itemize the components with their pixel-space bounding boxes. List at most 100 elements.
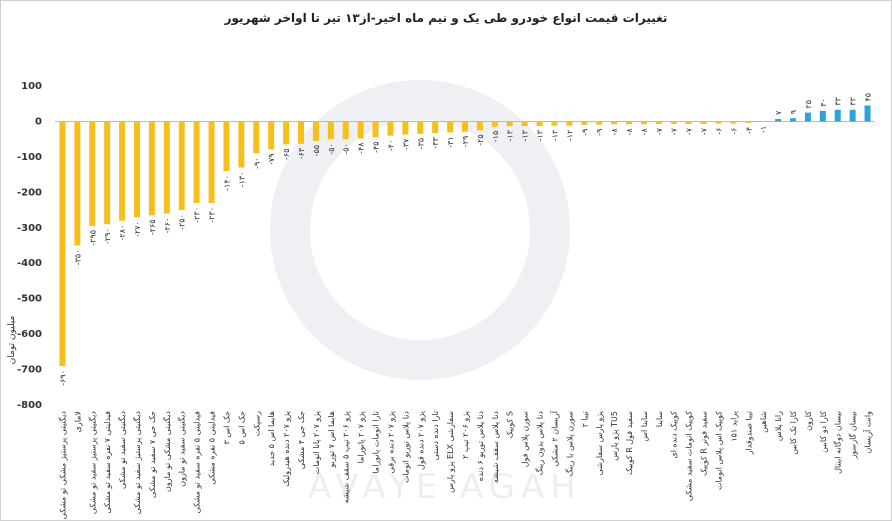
value-label: -۲۵۰ xyxy=(178,214,187,230)
value-label: -۴۰ xyxy=(386,140,395,151)
value-label: -۲۸۰ xyxy=(118,225,127,241)
y-tick-label: 0 xyxy=(35,116,42,127)
bar xyxy=(223,121,230,172)
bar xyxy=(685,121,692,124)
x-tick-label: ساینا اس xyxy=(640,411,649,442)
bar xyxy=(640,121,647,125)
x-tick-label: نیسان گازسوز xyxy=(848,411,858,459)
value-label: ۳۰ xyxy=(819,98,828,107)
x-tick-label: دیگنیتی مشکی تو مازون xyxy=(162,411,172,492)
value-label: -۸ xyxy=(625,128,634,136)
x-tick-label: پژو ۲۰۷ دنده هیدرولیک xyxy=(282,411,291,487)
x-tick-label: تارا دنده دستی xyxy=(431,411,440,460)
watermark-logo xyxy=(270,80,570,380)
value-label: -۲۷۰ xyxy=(133,221,142,237)
bar xyxy=(834,109,841,122)
y-tick-label: -800 xyxy=(17,400,42,411)
bar xyxy=(506,121,513,127)
y-tick-label: -500 xyxy=(17,294,42,305)
value-label: -۹ xyxy=(595,129,604,136)
bar xyxy=(700,121,707,124)
value-label: -۳۵ xyxy=(416,138,425,149)
value-label: -۳۷ xyxy=(401,138,410,150)
x-tick-label: سورن پلاس با رینگ xyxy=(564,411,574,477)
y-tick-label: 100 xyxy=(21,81,42,92)
y-tick-label: -700 xyxy=(17,365,42,376)
x-tick-label: فیدلیتی ۵ نفره مشکی xyxy=(208,411,217,485)
bar xyxy=(208,121,215,203)
x-tick-label: کارون xyxy=(804,411,813,431)
x-tick-label: پژو ۲۰۷ پانا اتومات xyxy=(312,411,321,474)
bar xyxy=(447,121,454,133)
x-tick-label: کوییک دنده ای xyxy=(670,411,679,459)
bar xyxy=(178,121,185,211)
value-label: -۶۹۰ xyxy=(58,370,67,386)
x-tick-label: پژو ۲۰۶ تیپ ۲ xyxy=(461,411,470,459)
bar xyxy=(193,121,200,203)
x-tick-label: فیدلیتی ۵ نفره سفید تو مشکی xyxy=(193,411,202,514)
x-tick-label: جک اس ۳ xyxy=(222,411,231,445)
value-label: -۷۹ xyxy=(267,153,276,164)
x-tick-label: رسپکت xyxy=(252,411,261,436)
value-label: -۸ xyxy=(610,128,619,136)
x-tick-label: هایما اس ۷ توربو xyxy=(327,411,336,468)
bar xyxy=(804,112,811,122)
x-tick-label: کوییک R سفید فول xyxy=(625,411,634,475)
bar xyxy=(327,121,334,140)
value-label: -۱ xyxy=(759,126,768,133)
value-label: ۷ xyxy=(774,110,783,115)
x-tick-label: کارا دو کابین xyxy=(819,411,828,453)
value-label: -۴۵ xyxy=(372,141,381,152)
x-tick-label: دنا پلاس توربو ۶ دنده xyxy=(476,411,485,482)
y-tick-label: -200 xyxy=(17,187,42,198)
y-axis-label: میلیون تومان xyxy=(7,315,17,364)
bar xyxy=(626,121,632,125)
bar xyxy=(387,121,394,136)
x-tick-label: کوییک R سفید فوتر xyxy=(700,411,709,476)
value-label: -۶۵ xyxy=(282,148,291,159)
value-label: -۱۴۰ xyxy=(222,175,231,191)
value-label: -۵۰ xyxy=(327,143,336,154)
bar xyxy=(775,118,782,122)
value-label: -۷ xyxy=(685,127,694,135)
value-label: -۶ xyxy=(729,128,738,135)
value-label: ۳۳ xyxy=(849,96,858,105)
value-label: -۴۸ xyxy=(357,142,366,154)
x-tick-label: دیگنیتی سفید تو مازون xyxy=(177,411,187,487)
x-tick-label: سورن پلاس فول xyxy=(521,411,530,467)
bar xyxy=(74,121,81,246)
bar xyxy=(59,121,66,367)
value-label: -۲۳۰ xyxy=(208,207,217,223)
bar xyxy=(119,121,126,221)
x-tick-label: کوییک S xyxy=(506,411,515,438)
value-label: -۸ xyxy=(640,128,649,136)
bar xyxy=(342,121,349,140)
x-tick-label: تارا اتومات پانوراما xyxy=(372,411,381,474)
value-label: -۴ xyxy=(744,127,753,134)
bar xyxy=(298,121,304,144)
value-label: -۷ xyxy=(700,127,709,135)
x-tick-label: وانت آریسان xyxy=(863,411,873,454)
x-tick-label: لاماری xyxy=(73,411,82,432)
value-label: ۴۵ xyxy=(864,93,873,102)
bar xyxy=(521,121,528,127)
x-tick-label: دیگنیتی پرستیژ سفید تو مشکی xyxy=(87,411,97,515)
value-label: -۱۳ xyxy=(521,129,530,141)
x-tick-label: کوییک اس پلاس اتومات xyxy=(714,411,723,490)
value-label: ۹ xyxy=(789,110,798,114)
bar xyxy=(864,105,871,122)
x-tick-label: پژو ۲۰۷ پانوراما xyxy=(357,411,366,463)
bar xyxy=(402,121,409,135)
bar xyxy=(357,121,364,139)
value-label: -۱۲ xyxy=(565,130,574,141)
x-tick-label: کوییک اتومات سفید مشکی xyxy=(685,411,694,501)
value-label: -۶ xyxy=(714,128,723,135)
value-label: -۹ xyxy=(580,129,589,136)
value-label: -۹۰ xyxy=(252,157,261,168)
bar xyxy=(819,110,826,122)
bar xyxy=(476,121,483,131)
value-label: -۱۳۰ xyxy=(237,172,246,188)
bar xyxy=(581,121,588,125)
value-label: -۶۳ xyxy=(297,147,306,159)
